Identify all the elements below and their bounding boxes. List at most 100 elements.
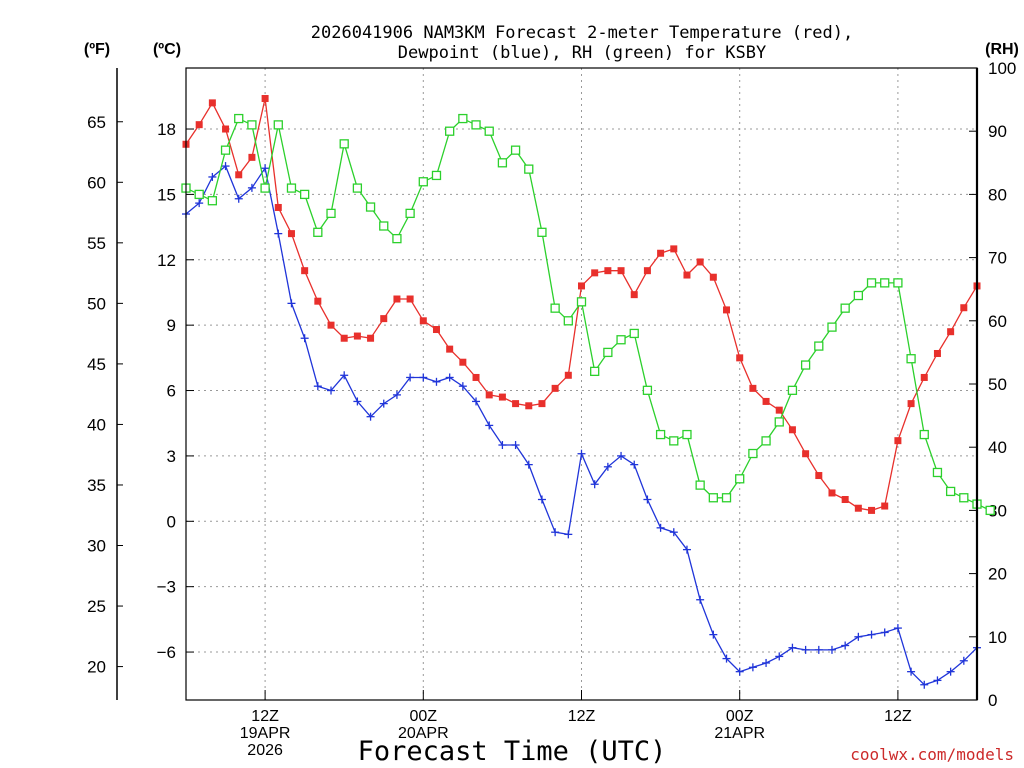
- time-tick-label: 19APR: [240, 725, 291, 742]
- rh-point: [563, 316, 573, 326]
- temperature-point: [933, 349, 941, 357]
- fahrenheit-tick-label: 55: [87, 234, 106, 253]
- celsius-tick-label: 9: [167, 316, 176, 335]
- dewpoint-point: [195, 199, 204, 208]
- grid-lines: [186, 68, 977, 700]
- dewpoint-point: [247, 183, 256, 192]
- dewpoint-point: [880, 628, 889, 637]
- rh-point: [959, 493, 969, 503]
- temperature-point: [287, 230, 295, 238]
- rh-point: [510, 145, 521, 155]
- celsius-unit-label: (ºC): [153, 41, 181, 58]
- rh-point: [484, 126, 494, 136]
- rh-tick-label: 40: [988, 438, 1007, 457]
- rh-point: [655, 429, 666, 440]
- celsius-tick-label: 12: [157, 251, 176, 270]
- rh-point: [234, 113, 244, 124]
- dewpoint-point: [458, 382, 467, 391]
- relative-humidity-line: [185, 117, 991, 511]
- rh-point: [866, 278, 877, 288]
- rh-point: [787, 385, 798, 395]
- rh-point: [220, 145, 231, 155]
- celsius-tick-label: 18: [157, 120, 176, 139]
- rh-point: [853, 290, 863, 301]
- dewpoint-point: [485, 421, 494, 430]
- fahrenheit-tick-label: 50: [87, 294, 106, 313]
- rh-point: [814, 341, 824, 351]
- temperature-point: [419, 317, 427, 325]
- temperature-point: [327, 321, 335, 329]
- dewpoint-point: [392, 390, 401, 399]
- dewpoint-point: [643, 495, 652, 504]
- temperature-point: [960, 304, 968, 312]
- celsius-tick-label: 6: [167, 382, 176, 401]
- temperature-point: [274, 203, 282, 211]
- time-tick-label: 12Z: [568, 708, 596, 725]
- temperature-point: [670, 245, 678, 253]
- temperature-point: [367, 334, 375, 342]
- rh-point: [932, 467, 943, 478]
- rh-point: [748, 448, 758, 459]
- temperature-point: [723, 306, 731, 314]
- temperature-point: [947, 328, 955, 336]
- dewpoint-point: [867, 630, 876, 639]
- rh-point: [695, 480, 705, 490]
- fahrenheit-tick-label: 30: [87, 537, 106, 556]
- rh-point: [827, 322, 837, 332]
- rh-point: [642, 385, 653, 395]
- rh-point: [458, 113, 468, 124]
- temperature-point: [380, 315, 388, 323]
- time-tick-label: 12Z: [884, 708, 912, 725]
- rh-point: [352, 183, 363, 193]
- temperature-point: [512, 400, 520, 408]
- dewpoint-point: [274, 229, 283, 238]
- dewpoint-point: [340, 371, 349, 380]
- temperature-point: [248, 153, 256, 161]
- fahrenheit-tick-label: 60: [87, 173, 106, 192]
- temperature-point: [208, 99, 216, 107]
- dewpoint-point: [577, 449, 586, 458]
- time-tick-label: 21APR: [714, 725, 765, 742]
- rh-point: [576, 297, 587, 307]
- dewpoint-point: [524, 460, 533, 469]
- rh-point: [379, 221, 389, 231]
- rh-tick-label: 50: [988, 375, 1007, 394]
- rh-point: [590, 366, 600, 377]
- temperature-point: [815, 472, 823, 480]
- temperature-point: [828, 489, 836, 497]
- dewpoint-point: [406, 373, 415, 382]
- temperature-point: [261, 95, 269, 103]
- rh-point: [537, 227, 547, 237]
- rh-point: [985, 505, 995, 516]
- dewpoint-point: [445, 373, 454, 382]
- temperature-point: [643, 267, 651, 275]
- dewpoint-point: [669, 528, 678, 537]
- rh-point: [260, 183, 270, 193]
- time-tick-label: 12Z: [251, 708, 279, 725]
- rh-point: [247, 120, 257, 130]
- fahrenheit-axis: 65 60 55 50 45 40 35 30 25 20: [87, 113, 123, 677]
- rh-point: [365, 202, 376, 212]
- temperature-point: [775, 406, 783, 414]
- time-tick-label: 20APR: [398, 725, 449, 742]
- dewpoint-point: [551, 528, 560, 537]
- celsius-tick-label: −3: [157, 578, 176, 597]
- fahrenheit-tick-label: 20: [87, 658, 106, 677]
- temperature-point: [802, 450, 810, 458]
- rh-point: [721, 493, 732, 503]
- dewpoint-point: [788, 643, 797, 652]
- rh-point: [313, 227, 323, 237]
- temperature-point: [881, 502, 889, 510]
- temperature-point: [498, 393, 506, 401]
- temperature-point: [222, 125, 230, 133]
- dewpoint-point: [722, 654, 731, 663]
- rh-point: [194, 189, 204, 200]
- dewpoint-point: [959, 656, 968, 665]
- dewpoint-point: [261, 164, 270, 173]
- dewpoint-point: [827, 645, 836, 654]
- dewpoint-point: [221, 162, 230, 171]
- rh-point: [906, 354, 916, 364]
- dewpoint-point: [564, 530, 573, 539]
- dewpoint-point: [234, 194, 243, 203]
- celsius-axis: 18 15 12 9 6 3 0 −3 −6: [157, 120, 194, 662]
